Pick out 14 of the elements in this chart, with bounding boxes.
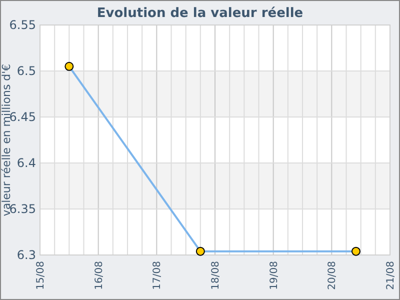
y-tick-label: 6.3 — [16, 248, 36, 262]
x-tick-label: 19/08 — [268, 261, 280, 290]
y-tick-label: 6.55 — [9, 18, 36, 32]
x-tick-label: 18/08 — [210, 261, 222, 290]
x-tick-label: 21/08 — [386, 261, 396, 290]
x-tick-label: 17/08 — [152, 261, 164, 290]
y-tick-label: 6.45 — [9, 110, 36, 124]
chart-title: Evolution de la valeur réelle — [96, 6, 304, 21]
y-tick-label: 6.4 — [16, 156, 36, 170]
y-tick-label: 6.5 — [16, 64, 36, 78]
x-tick-label: 15/08 — [36, 261, 46, 290]
y-tick-label: 6.35 — [9, 202, 36, 216]
x-tick-label: 20/08 — [327, 261, 338, 290]
x-tick-label: 16/08 — [94, 261, 105, 290]
